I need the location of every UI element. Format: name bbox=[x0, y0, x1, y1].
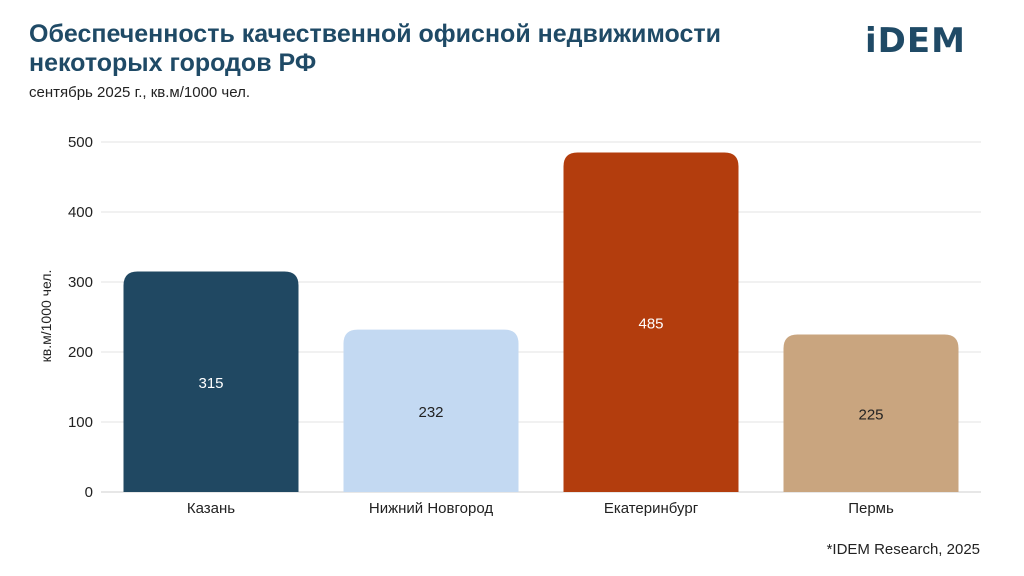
y-axis-ticks: 0 100 200 300 400 500 bbox=[68, 134, 93, 501]
y-tick-label: 500 bbox=[68, 134, 93, 151]
chart-title: Обеспеченность качественной офисной недв… bbox=[29, 20, 721, 77]
x-category-label: Пермь bbox=[848, 500, 894, 517]
x-category-label: Казань bbox=[187, 500, 235, 517]
bar bbox=[123, 271, 299, 492]
data-labels: 315 232 485 225 bbox=[198, 315, 883, 423]
bar bbox=[783, 334, 959, 492]
y-tick-label: 400 bbox=[68, 204, 93, 221]
data-label: 232 bbox=[418, 404, 443, 421]
y-tick-label: 200 bbox=[68, 344, 93, 361]
chart-subtitle: сентябрь 2025 г., кв.м/1000 чел. bbox=[29, 84, 251, 101]
data-label: 485 bbox=[638, 315, 663, 332]
y-axis-title: кв.м/1000 чел. bbox=[38, 270, 54, 363]
y-tick-label: 300 bbox=[68, 274, 93, 291]
y-tick-label: 100 bbox=[68, 414, 93, 431]
x-axis-categories: Казань Нижний Новгород Екатеринбург Пермь bbox=[187, 500, 894, 517]
data-label: 315 bbox=[198, 375, 223, 392]
bar bbox=[563, 152, 739, 492]
data-label: 225 bbox=[858, 406, 883, 423]
x-category-label: Екатеринбург bbox=[604, 500, 699, 517]
bars bbox=[123, 152, 959, 492]
x-category-label: Нижний Новгород bbox=[369, 500, 493, 517]
idem-logo: iDEM bbox=[865, 21, 966, 61]
bar bbox=[343, 329, 519, 492]
y-tick-label: 0 bbox=[85, 484, 93, 501]
source-note: *IDEM Research, 2025 bbox=[826, 541, 980, 558]
